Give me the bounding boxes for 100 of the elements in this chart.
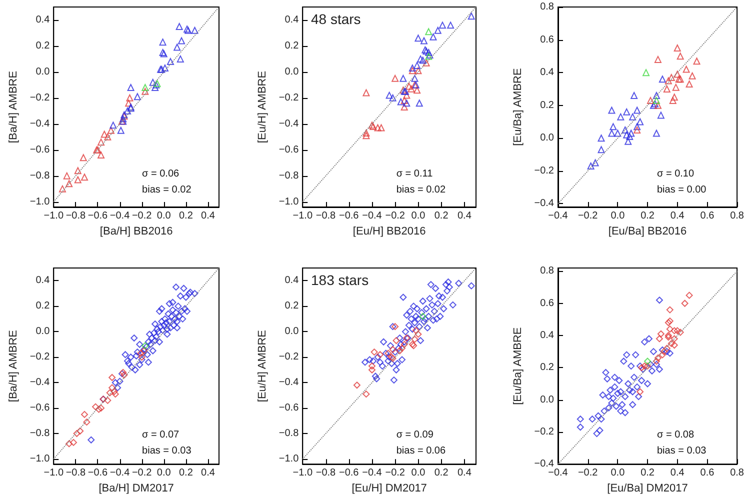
point bbox=[438, 22, 446, 29]
point bbox=[95, 406, 102, 413]
y-tick-label: 0.2 bbox=[36, 300, 50, 312]
x-tick-label: −0.4 bbox=[110, 210, 130, 222]
point bbox=[411, 74, 418, 82]
x-tick-label: −0.8 bbox=[66, 468, 86, 479]
point bbox=[176, 22, 183, 30]
x-tick-label: −0.8 bbox=[316, 468, 336, 479]
point bbox=[152, 84, 159, 92]
point bbox=[58, 185, 66, 192]
point bbox=[405, 82, 412, 90]
point bbox=[83, 418, 90, 426]
annotation: σ = 0.07 bbox=[142, 430, 180, 440]
point bbox=[400, 97, 408, 104]
y-tick-label: 0.2 bbox=[540, 362, 554, 374]
x-tick-label: −1.0 bbox=[44, 468, 64, 479]
point bbox=[624, 380, 632, 388]
y-tick-label: 0.0 bbox=[36, 326, 50, 338]
x-tick-label: −0.4 bbox=[548, 210, 568, 222]
point bbox=[66, 440, 73, 448]
point bbox=[137, 350, 144, 357]
point bbox=[447, 22, 454, 29]
point bbox=[664, 77, 672, 84]
point bbox=[622, 126, 629, 134]
point bbox=[576, 424, 584, 431]
x-tick-label: 0.8 bbox=[730, 468, 744, 479]
x-tick-label: 0.4 bbox=[201, 468, 216, 479]
point bbox=[107, 126, 114, 134]
point bbox=[149, 78, 156, 86]
y-tick-label: 0.4 bbox=[36, 275, 50, 286]
point bbox=[654, 102, 662, 109]
point bbox=[663, 348, 670, 356]
x-axis-title: [Eu/Ba] BB2016 bbox=[608, 225, 687, 238]
point bbox=[378, 124, 385, 132]
x-tick-label: −1.0 bbox=[44, 210, 64, 222]
point bbox=[681, 300, 688, 307]
point bbox=[120, 371, 128, 378]
y-tick-label: −0.4 bbox=[278, 377, 300, 388]
point bbox=[408, 64, 416, 72]
point bbox=[626, 133, 634, 140]
point bbox=[617, 113, 624, 120]
x-tick-label: 0.2 bbox=[434, 468, 449, 479]
x-axis-title: [Eu/H] BB2016 bbox=[352, 225, 426, 238]
point bbox=[370, 348, 378, 356]
point bbox=[614, 390, 622, 397]
point bbox=[396, 347, 404, 354]
point bbox=[629, 401, 636, 408]
x-axis-title: [Ba/H] BB2016 bbox=[100, 225, 173, 238]
point bbox=[468, 12, 475, 20]
point bbox=[623, 108, 630, 116]
point bbox=[634, 106, 641, 114]
x-tick-label: 0.0 bbox=[411, 210, 426, 222]
point bbox=[644, 362, 652, 370]
point bbox=[605, 404, 612, 412]
point bbox=[420, 37, 428, 44]
point bbox=[425, 48, 432, 56]
y-tick-label: 0.0 bbox=[540, 132, 554, 144]
point bbox=[112, 390, 119, 398]
point bbox=[414, 34, 422, 42]
point bbox=[403, 100, 410, 107]
point bbox=[652, 92, 660, 100]
point bbox=[656, 335, 663, 342]
point bbox=[676, 328, 684, 336]
point bbox=[392, 74, 399, 82]
point bbox=[617, 408, 624, 415]
x-tick-label: −0.4 bbox=[362, 468, 382, 479]
point bbox=[416, 100, 423, 107]
y-tick-label: −0.8 bbox=[30, 170, 50, 182]
point bbox=[650, 348, 657, 356]
point bbox=[414, 67, 422, 74]
point bbox=[652, 130, 660, 137]
y-tick-label: −0.4 bbox=[30, 377, 50, 388]
annotation: σ = 0.06 bbox=[142, 168, 180, 180]
point bbox=[693, 58, 700, 65]
point bbox=[674, 327, 681, 334]
y-tick-label: 0.8 bbox=[540, 2, 554, 12]
point bbox=[670, 94, 678, 101]
point bbox=[654, 56, 662, 63]
point bbox=[608, 106, 616, 114]
point bbox=[414, 330, 422, 338]
x-tick-label: 0.2 bbox=[178, 468, 194, 479]
point bbox=[73, 430, 80, 438]
point bbox=[106, 389, 114, 396]
point bbox=[658, 76, 666, 83]
point bbox=[656, 296, 663, 304]
point bbox=[623, 131, 630, 138]
point bbox=[70, 438, 77, 446]
point bbox=[610, 123, 617, 130]
y-tick-label: −0.8 bbox=[278, 170, 300, 182]
y-axis-title: [Ba/H] AMBRE bbox=[8, 330, 20, 402]
point bbox=[74, 167, 82, 174]
point bbox=[142, 88, 149, 95]
point bbox=[658, 351, 666, 358]
point bbox=[670, 342, 678, 349]
x-tick-label: −0.2 bbox=[385, 210, 406, 222]
x-tick-label: −0.2 bbox=[578, 468, 598, 479]
point bbox=[638, 377, 646, 384]
x-tick-label: 0.0 bbox=[156, 468, 172, 479]
x-tick-label: −1.0 bbox=[292, 210, 313, 222]
point bbox=[634, 126, 641, 134]
